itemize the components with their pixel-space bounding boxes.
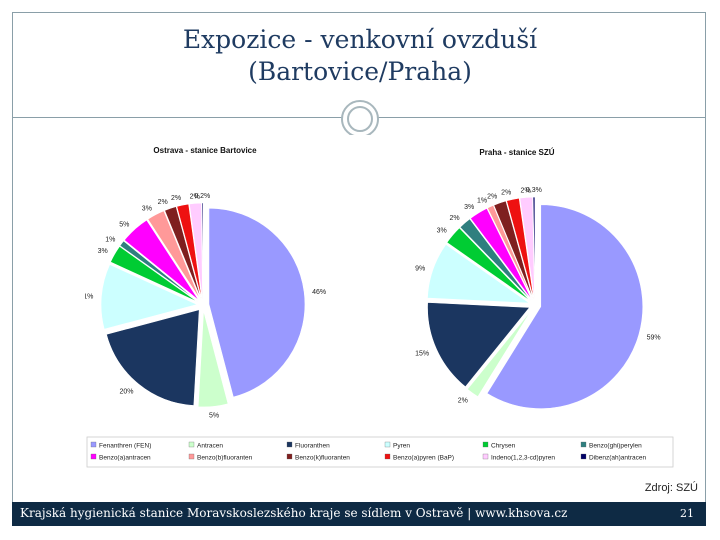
pie-0-label-10: 2% [190, 193, 200, 200]
pie-0-slice-11 [201, 202, 204, 300]
footer-text: Krajská hygienická stanice Moravskoslezs… [20, 506, 568, 520]
legend-label-5: Benzo(ghi)perylen [589, 443, 642, 450]
pie-1-label-3: 9% [415, 265, 425, 272]
legend-swatch-2 [286, 441, 293, 448]
pie-1-label-8: 2% [487, 193, 497, 200]
legend-swatch-11 [580, 453, 587, 460]
pie-1-label-1: 2% [458, 398, 468, 405]
pie-1-label-0: 59% [647, 335, 661, 342]
legend-label-11: Dibenz(ah)antracen [589, 455, 646, 462]
pie-1-slice-9 [506, 197, 535, 300]
pie-0-label-7: 3% [142, 206, 152, 213]
pie-praha: 59%2%15%9%3%2%3%1%2%2% 2%0,3% [415, 187, 661, 409]
legend-label-1: Antracen [197, 443, 223, 450]
pie-1-slice-3 [427, 244, 531, 304]
source-label: Zdroj: SZÚ [644, 482, 698, 494]
legend-label-10: Indeno(1,2,3-cd)pyren [491, 455, 555, 462]
chart-area: Ostrava - stanice Bartovice Praha - stan… [80, 135, 675, 470]
page-number: 21 [680, 507, 694, 520]
pie-1-label-11: 0,3% [526, 187, 542, 194]
legend-swatch-0 [90, 441, 97, 448]
pie-0-slice-10 [189, 202, 203, 300]
pie-0-slice-3 [100, 264, 198, 330]
legend-swatch-6 [90, 453, 97, 460]
pie-1-slice-1 [466, 309, 532, 398]
pie-0-slice-0 [208, 207, 306, 398]
pie-1-slice-10 [519, 196, 535, 300]
legend-label-4: Chrysen [491, 443, 516, 450]
pie-1-label-7: 1% [477, 197, 487, 204]
pie-1-slice-5 [459, 218, 532, 301]
pie-0-label-11: 0,2% [194, 193, 210, 200]
legend-label-3: Pyren [393, 443, 410, 450]
slide-title: Expozice - venkovní ovzduší (Bartovice/P… [0, 24, 720, 88]
pie-1-slice-11 [532, 196, 536, 300]
pie-1-label-6: 3% [464, 204, 474, 211]
pie-0-label-3: 11% [85, 294, 93, 301]
footer-bar: Krajská hygienická stanice Moravskoslezs… [12, 502, 706, 526]
pie-0-slice-7 [147, 210, 201, 300]
pie-1-label-10: 2% [521, 187, 531, 194]
pie-0-slice-4 [110, 245, 198, 303]
pie-1-slice-2 [427, 302, 531, 388]
legend-swatch-4 [482, 441, 489, 448]
pie-0-label-6: 5% [119, 221, 129, 228]
legend-label-8: Benzo(k)fluoranten [295, 455, 350, 462]
pie-1-slice-7 [487, 204, 533, 300]
title-line-2: (Bartovice/Praha) [248, 57, 472, 86]
pie-1-slice-0 [486, 204, 644, 409]
pie-1-slice-6 [470, 207, 533, 301]
chart-title-ostrava: Ostrava - stanice Bartovice [153, 146, 257, 155]
legend-swatch-8 [286, 453, 293, 460]
legend-swatch-1 [188, 441, 195, 448]
legend-label-9: Benzo(a)pyren (BaP) [393, 455, 454, 462]
legend-label-7: Benzo(b)fluoranten [197, 455, 253, 462]
decorative-ring-icon [341, 100, 379, 138]
legend-label-6: Benzo(a)antracen [99, 455, 151, 462]
legend-swatch-7 [188, 453, 195, 460]
legend-label-2: Fluoranthen [295, 443, 330, 450]
pie-0-slice-9 [176, 203, 203, 300]
pie-1-slice-4 [446, 227, 531, 302]
chart-title-praha: Praha - stanice SZÚ [479, 148, 554, 157]
legend-swatch-10 [482, 453, 489, 460]
pie-0-label-1: 5% [209, 412, 219, 419]
pie-0-slice-8 [164, 206, 202, 300]
pie-1-label-5: 2% [449, 215, 459, 222]
pie-0-slice-5 [119, 240, 199, 302]
pie-ostrava: 46%5%20%11%3%1%5%3%2%2%2%0,2% [80, 193, 326, 419]
pie-0-slice-1 [197, 310, 229, 408]
pie-0-label-2: 20% [120, 388, 134, 395]
pie-1-label-2: 15% [415, 350, 429, 357]
pie-charts: Ostrava - stanice Bartovice Praha - stan… [80, 135, 675, 470]
pie-0-label-8: 2% [158, 199, 168, 206]
pie-0-label-9: 2% [171, 195, 181, 202]
title-line-1: Expozice - venkovní ovzduší [182, 25, 538, 54]
legend-label-0: Fenanthren (FEN) [99, 443, 151, 450]
legend-swatch-5 [580, 441, 587, 448]
pie-0-label-0: 46% [312, 289, 326, 296]
legend-box [86, 436, 674, 468]
pie-1-label-4: 3% [437, 228, 447, 235]
legend-swatch-9 [384, 453, 391, 460]
pie-1-slice-8 [493, 200, 534, 300]
pie-1-label-9: 2% [501, 189, 511, 196]
pie-0-slice-2 [106, 309, 200, 406]
legend-swatch-3 [384, 441, 391, 448]
pie-0-label-4: 3% [98, 248, 108, 255]
legend: Fenanthren (FEN) Antracen Fluoranthen Pyren… [86, 436, 674, 468]
pie-0-label-5: 1% [105, 237, 115, 244]
pie-0-slice-6 [123, 219, 200, 301]
